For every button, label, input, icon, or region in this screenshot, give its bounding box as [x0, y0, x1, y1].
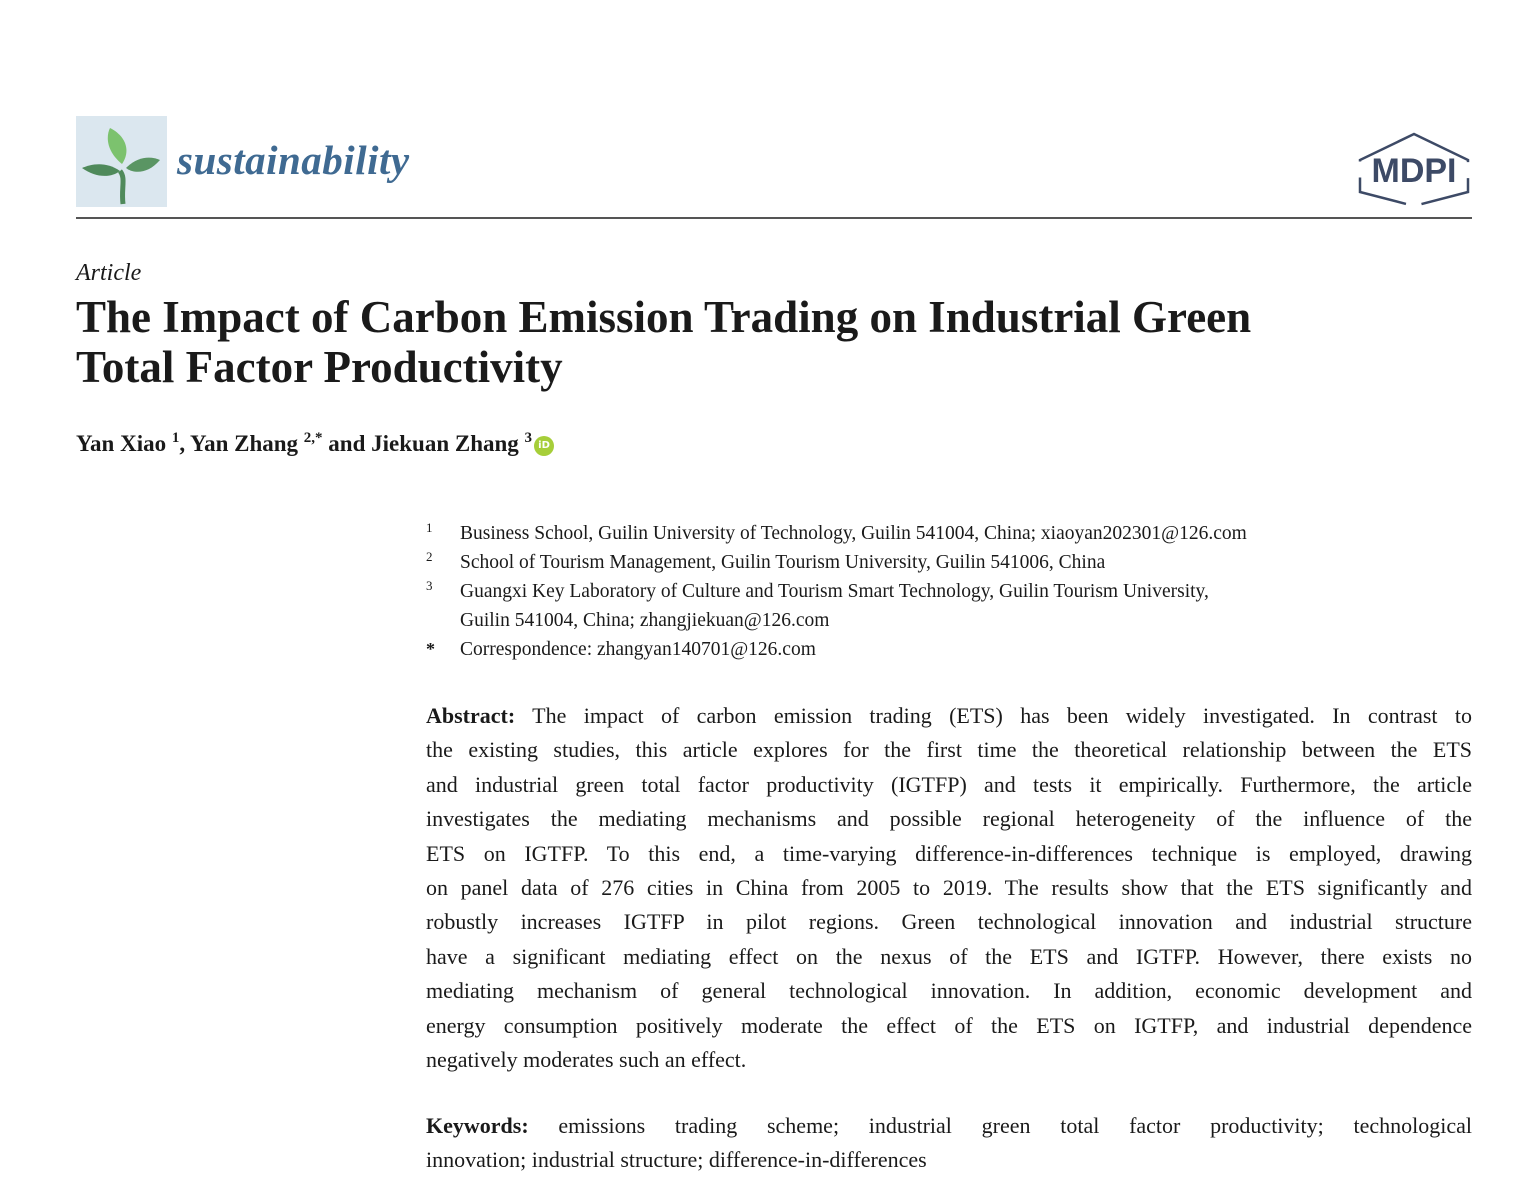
correspondence-item: * Correspondence: zhangyan140701@126.com	[426, 635, 1476, 664]
affiliation-text: School of Tourism Management, Guilin Tou…	[460, 552, 1106, 573]
author-name[interactable]: Yan Zhang	[190, 431, 299, 456]
abstract-line: negatively moderates such an effect.	[426, 1047, 747, 1073]
abstract: Abstract: The impact of carbon emission …	[426, 699, 1472, 1077]
abstract-line: on panel data of 276 cities in China fro…	[426, 875, 1472, 901]
abstract-label: Abstract:	[426, 703, 516, 728]
keywords-line: Keywords: emissions trading scheme; indu…	[426, 1109, 1472, 1143]
abstract-line: mediating mechanism of general technolog…	[426, 978, 1472, 1004]
author-separator: and	[322, 431, 372, 456]
affiliation-item: 2 School of Tourism Management, Guilin T…	[426, 548, 1476, 577]
author-affil-sup: 3	[524, 430, 533, 446]
journal-logo-icon	[76, 116, 167, 207]
mdpi-logo: MDPI	[1356, 130, 1472, 208]
keywords-label: Keywords:	[426, 1113, 529, 1138]
abstract-line: ETS on IGTFP. To this end, a time-varyin…	[426, 840, 1472, 866]
author-name[interactable]: Jiekuan Zhang	[371, 431, 519, 456]
journal-name: sustainability	[177, 137, 410, 183]
article-type: Article	[76, 260, 142, 286]
header-divider	[76, 217, 1472, 219]
affiliation-number: 1	[426, 520, 433, 535]
affiliation-text-block: Guangxi Key Laboratory of Culture and To…	[460, 577, 1476, 635]
orcid-icon[interactable]: iD	[534, 436, 555, 456]
author-separator: ,	[179, 431, 191, 456]
affiliation-text: Business School, Guilin University of Te…	[460, 523, 1247, 544]
abstract-text: The impact of carbon emission trading (E…	[532, 703, 1472, 728]
affiliation-number: 2	[426, 549, 433, 564]
author-affil-sup: 2,*	[303, 430, 323, 446]
affiliation-item: 1 Business School, Guilin University of …	[426, 519, 1476, 548]
author-affil-sup: 1	[171, 430, 180, 446]
keywords-line: innovation; industrial structure; differ…	[426, 1147, 927, 1173]
affiliations: 1 Business School, Guilin University of …	[426, 519, 1476, 664]
keywords-text: emissions trading scheme; industrial gre…	[558, 1113, 1473, 1138]
correspondence-marker: *	[426, 639, 435, 659]
affiliation-text: Guangxi Key Laboratory of Culture and To…	[460, 581, 1209, 602]
abstract-line: the existing studies, this article explo…	[426, 737, 1472, 763]
affiliation-text: Guilin 541004, China; zhangjiekuan@126.c…	[460, 610, 830, 631]
abstract-line: energy consumption positively moderate t…	[426, 1012, 1472, 1038]
abstract-line: investigates the mediating mechanisms an…	[426, 806, 1472, 832]
keywords: Keywords: emissions trading scheme; indu…	[426, 1109, 1472, 1178]
author-list: Yan Xiao 1, Yan Zhang 2,* and Jiekuan Zh…	[76, 430, 555, 457]
title-line: Total Factor Productivity	[76, 342, 563, 392]
abstract-line: Abstract: The impact of carbon emission …	[426, 699, 1472, 733]
mdpi-logo-text: MDPI	[1372, 152, 1457, 190]
abstract-line: and industrial green total factor produc…	[426, 771, 1472, 797]
abstract-line: robustly increases IGTFP in pilot region…	[426, 909, 1472, 935]
title-line: The Impact of Carbon Emission Trading on…	[76, 292, 1252, 342]
correspondence-text: Correspondence: zhangyan140701@126.com	[460, 639, 816, 660]
affiliation-item: 3 Guangxi Key Laboratory of Culture and …	[426, 577, 1476, 635]
author-name[interactable]: Yan Xiao	[76, 431, 167, 456]
article-title: The Impact of Carbon Emission Trading on…	[76, 292, 1476, 392]
affiliation-number: 3	[426, 578, 433, 593]
abstract-line: have a significant mediating effect on t…	[426, 943, 1472, 969]
